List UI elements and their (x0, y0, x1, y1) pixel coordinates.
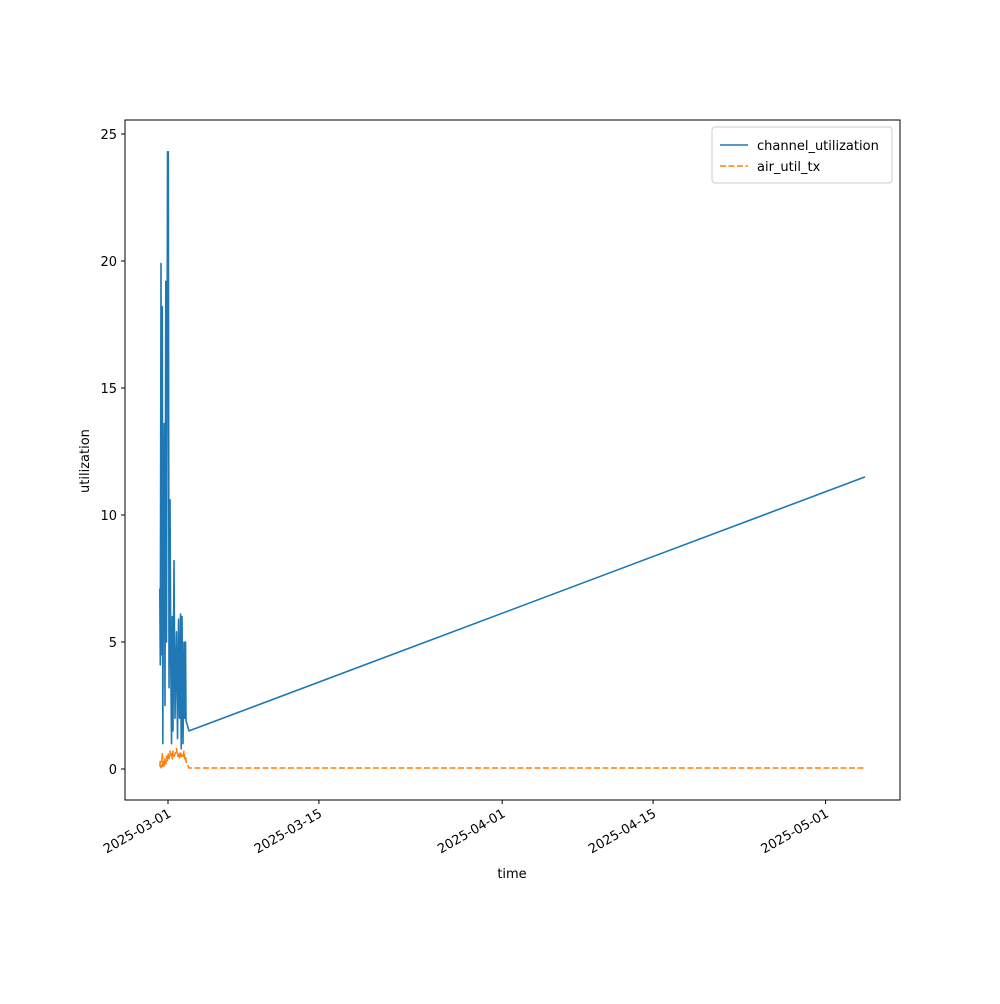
legend-label: air_util_tx (757, 160, 821, 175)
plot-frame (124, 119, 901, 801)
y-tick-label: 10 (100, 509, 117, 524)
x-axis-label: time (497, 867, 526, 882)
series-line (158, 747, 866, 769)
y-tick-label: 15 (100, 382, 117, 397)
series-line (158, 150, 866, 750)
y-axis-label: utilization (78, 429, 93, 493)
legend-label: channel_utilization (757, 139, 879, 154)
y-tick-label: 20 (100, 255, 117, 270)
y-tick-label: 25 (100, 128, 117, 143)
y-tick-label: 5 (109, 636, 117, 651)
legend-box (711, 126, 893, 184)
y-tick-label: 0 (109, 763, 117, 778)
